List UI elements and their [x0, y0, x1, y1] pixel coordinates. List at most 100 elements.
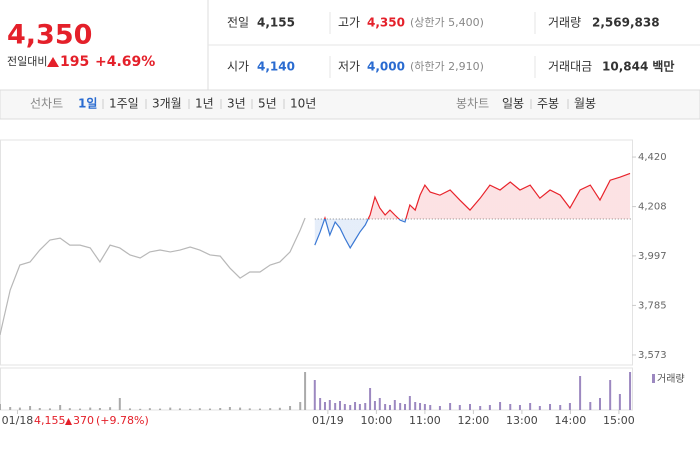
tab[interactable]: 일봉: [502, 97, 524, 111]
stat-value: 4,000: [367, 60, 405, 74]
volume-bar: [319, 398, 322, 410]
volume-bar: [239, 407, 242, 410]
price-line: [314, 172, 631, 250]
volume-bar: [334, 403, 337, 410]
tab[interactable]: 1년: [195, 97, 214, 111]
volume-bar: [299, 402, 302, 410]
volume-bar: [369, 388, 372, 410]
volume-bar: [198, 408, 201, 410]
volume-bar: [339, 401, 342, 410]
volume-bar: [189, 408, 192, 410]
volume-bar: [89, 407, 92, 410]
volume-bar: [349, 405, 352, 410]
volume-bar: [408, 396, 411, 410]
volume-bar: [148, 408, 151, 410]
volume-bar: [529, 403, 532, 410]
prev-change-percent: (+9.78%): [96, 414, 149, 427]
stat-label: 고가: [338, 16, 360, 30]
tab[interactable]: 5년: [258, 97, 277, 111]
tab[interactable]: 주봉: [537, 97, 559, 111]
stat-value: 10,844: [602, 60, 648, 74]
stat-note: (상한가 5,400): [410, 16, 484, 29]
volume-bar: [159, 408, 162, 410]
volume-bar: [79, 408, 82, 410]
volume-bar: [479, 406, 482, 410]
tab[interactable]: 10년: [290, 97, 316, 111]
volume-bar: [393, 400, 396, 410]
tab[interactable]: 월봉: [574, 97, 596, 111]
volume-bar: [538, 406, 541, 410]
volume-bar: [343, 404, 346, 410]
x-tick-label: 15:00: [603, 414, 635, 427]
volume-bar: [449, 403, 452, 410]
x-tick-label: 11:00: [409, 414, 441, 427]
tab[interactable]: 1일: [78, 97, 97, 111]
volume-bar: [414, 402, 417, 410]
x-tick-label: 01/19: [312, 414, 344, 427]
current-price: 4,350: [7, 20, 92, 51]
volume-bar: [364, 403, 367, 410]
stat-value: 4,140: [257, 60, 295, 74]
volume-bar: [419, 403, 422, 410]
volume-bar: [549, 404, 552, 410]
volume-bar: [579, 376, 582, 410]
tab[interactable]: 3년: [227, 97, 246, 111]
volume-bar: [323, 402, 326, 410]
volume-bar: [313, 380, 316, 410]
volume-bar: [9, 407, 12, 410]
volume-bar: [373, 401, 376, 410]
volume-frame: [0, 367, 633, 411]
stat-label: 거래량: [548, 16, 581, 30]
volume-bar: [378, 398, 381, 410]
legend-swatch: [652, 374, 655, 383]
stat-label: 시가: [227, 60, 249, 74]
tab-group-label: 선차트: [30, 97, 63, 111]
prev-change: 370: [73, 414, 94, 427]
volume-bar: [228, 407, 231, 410]
volume-bar: [59, 405, 62, 410]
tab[interactable]: 1주일: [109, 97, 139, 111]
change-label: 전일대비: [7, 54, 47, 68]
volume-bar: [404, 404, 407, 410]
x-tick-label: 13:00: [506, 414, 538, 427]
volume-bar: [109, 407, 112, 410]
volume-bar: [98, 408, 101, 410]
stat-unit: 백만: [652, 59, 674, 74]
y-tick-label: 3,573: [638, 350, 667, 361]
volume-bar: [509, 404, 512, 410]
x-tick-label: 12:00: [458, 414, 490, 427]
y-tick-label: 3,997: [638, 251, 667, 262]
volume-bar: [219, 408, 222, 410]
stat-value: 4,350: [367, 16, 405, 30]
volume-bar: [269, 408, 272, 410]
volume-bar: [328, 400, 331, 410]
tab-bar: [0, 89, 700, 120]
volume-bar: [629, 372, 632, 410]
volume-bar: [128, 408, 131, 410]
volume-bar: [169, 407, 172, 410]
volume-bar: [488, 405, 491, 410]
volume-bar: [278, 407, 281, 410]
stat-value: 2,569,838: [592, 16, 660, 30]
volume-bar: [568, 403, 571, 410]
legend-label: 거래량: [657, 373, 685, 385]
volume-bar: [429, 405, 432, 410]
up-arrow: [65, 418, 72, 425]
volume-bar: [358, 404, 361, 410]
volume-bar: [68, 408, 71, 410]
volume-bar: [48, 408, 51, 410]
volume-bar: [0, 404, 1, 410]
volume-bar: [248, 408, 251, 410]
volume-bar: [499, 402, 502, 410]
stat-label: 거래대금: [548, 60, 592, 74]
volume-bar: [609, 380, 612, 410]
volume-bar: [289, 406, 292, 410]
tab[interactable]: 3개월: [152, 97, 182, 111]
stat-value: 4,155: [257, 16, 295, 30]
volume-bar: [304, 372, 307, 410]
volume-bar: [468, 404, 471, 410]
volume-bar: [458, 405, 461, 410]
volume-bar: [258, 408, 261, 410]
volume-bar: [384, 404, 387, 410]
